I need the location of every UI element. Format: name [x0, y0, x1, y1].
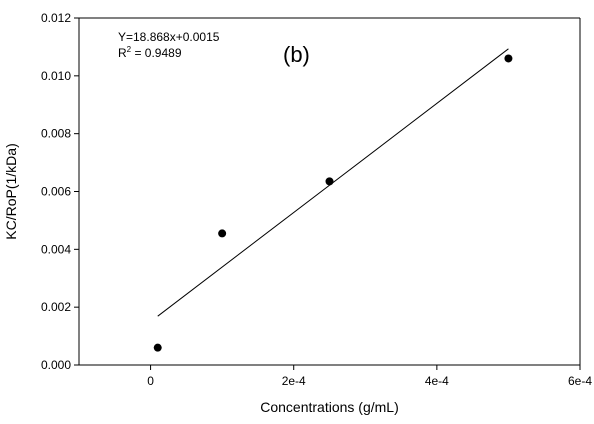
data-point: [218, 229, 227, 238]
x-tick-label: 4e-4: [425, 374, 449, 388]
y-tick-label: 0.006: [41, 185, 71, 199]
y-tick-label: 0.010: [41, 69, 71, 83]
data-point: [325, 177, 334, 186]
panel-label: (b): [283, 42, 310, 67]
x-tick-label: 2e-4: [282, 374, 306, 388]
x-tick-label: 0: [147, 374, 154, 388]
y-tick-label: 0.004: [41, 242, 71, 256]
x-axis-title: Concentrations (g/mL): [260, 399, 399, 415]
data-point: [504, 54, 513, 63]
x-tick-label: 6e-4: [568, 374, 592, 388]
r-squared-label: R2 = 0.9489: [118, 45, 182, 60]
y-axis-title: KC/RoP(1/kDa): [3, 143, 19, 239]
r-squared-value: = 0.9489: [131, 46, 182, 60]
data-point: [153, 343, 162, 352]
y-tick-label: 0.012: [41, 11, 71, 25]
x-ticks: 0 2e-4 4e-4 6e-4: [147, 365, 592, 388]
axes: [78, 17, 581, 366]
regression-equation: Y=18.868x+0.0015: [118, 30, 220, 44]
r-squared-prefix: R: [118, 46, 127, 60]
y-tick-label: 0.000: [41, 358, 71, 372]
y-tick-label: 0.008: [41, 127, 71, 141]
data-points: [153, 54, 513, 352]
y-ticks: 0.000 0.002 0.004 0.006 0.008 0.010 0.012: [41, 11, 79, 372]
y-tick-label: 0.002: [41, 300, 71, 314]
r-squared-superscript: 2: [127, 45, 132, 54]
